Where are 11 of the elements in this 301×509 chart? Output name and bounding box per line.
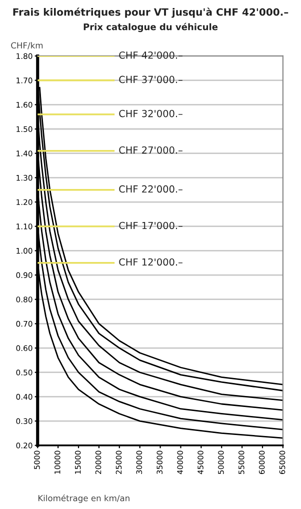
- ref-line-label: CHF 42'000.–: [119, 51, 182, 59]
- ref-line-label: CHF 12'000.–: [119, 258, 182, 266]
- ref-line-label: CHF 32'000.–: [119, 110, 182, 118]
- y-axis-title: CHF/km: [11, 42, 43, 50]
- ref-line-label: CHF 37'000.–: [119, 76, 182, 84]
- chart-subtitle: Prix catalogue du véhicule: [84, 22, 218, 32]
- ref-line-label: CHF 17'000.–: [119, 222, 182, 230]
- chart-title: Frais kilométriques pour VT jusqu'à CHF 42'000.–: [13, 8, 288, 18]
- ref-line-label: CHF 27'000.–: [119, 146, 182, 154]
- x-axis-title: Kilométrage en km/an: [38, 494, 130, 503]
- ref-line-label: CHF 22'000.–: [119, 185, 182, 193]
